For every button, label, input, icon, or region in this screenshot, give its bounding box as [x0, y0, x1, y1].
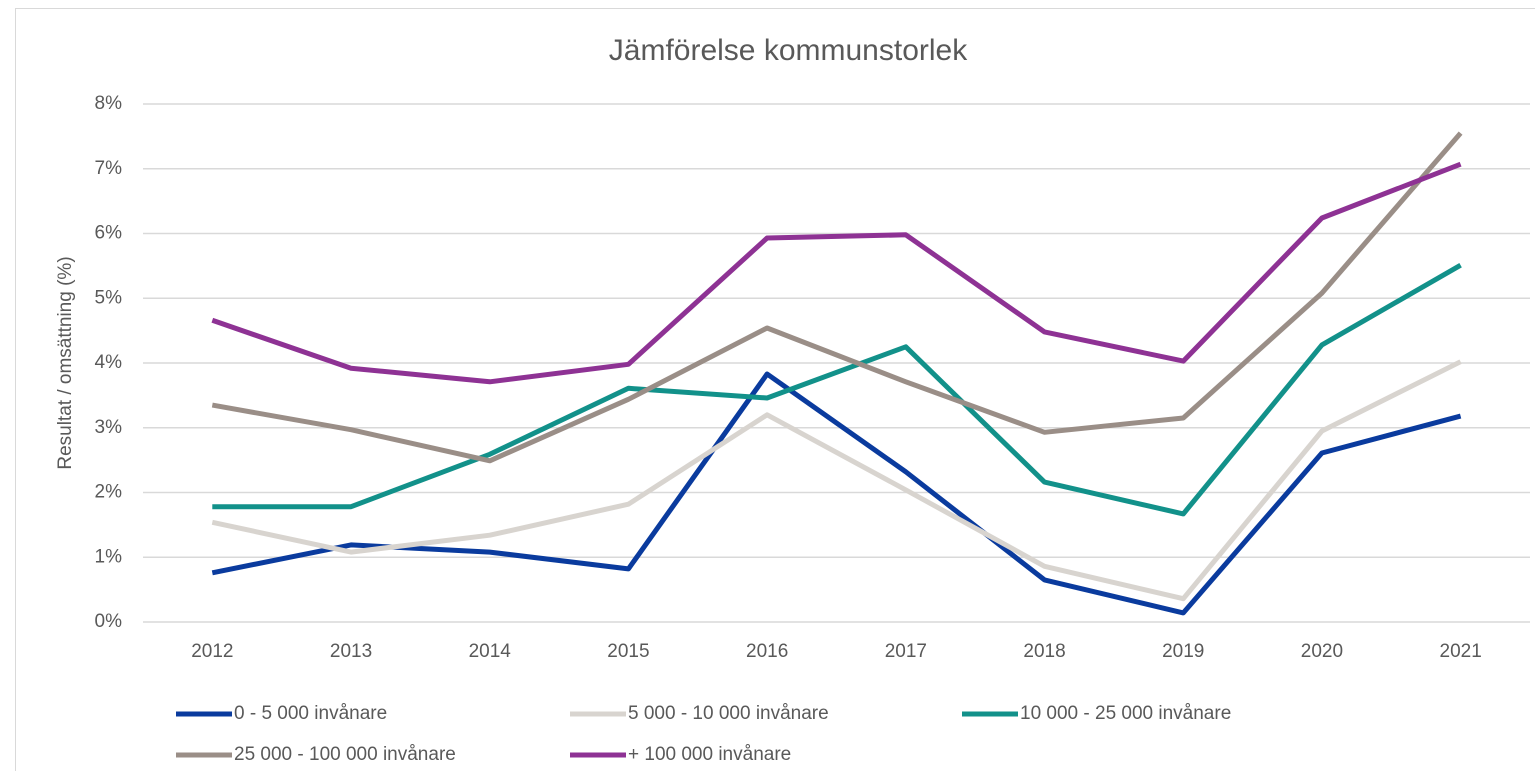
- y-tick-label: 5%: [95, 287, 123, 308]
- x-tick-label: 2015: [607, 641, 649, 662]
- legend-label: 25 000 - 100 000 invånare: [234, 744, 456, 765]
- series-line: [211, 359, 1462, 602]
- y-axis-title: Resultat / omsättning (%): [55, 256, 76, 469]
- y-tick-label: 1%: [95, 546, 123, 567]
- y-tick-label: 0%: [95, 611, 123, 632]
- legend-label: 10 000 - 25 000 invånare: [1020, 703, 1231, 724]
- legend-label: + 100 000 invånare: [628, 744, 791, 765]
- x-tick-label: 2019: [1162, 641, 1204, 662]
- chart-title: Jämförelse kommunstorlek: [609, 34, 968, 67]
- series-line: [212, 263, 1462, 517]
- y-tick-label: 6%: [95, 223, 123, 244]
- legend-label: 0 - 5 000 invånare: [234, 703, 387, 724]
- x-tick-label: 2012: [191, 641, 233, 662]
- series-line: [211, 371, 1462, 616]
- y-tick-label: 7%: [95, 158, 123, 179]
- x-tick-label: 2014: [469, 641, 512, 662]
- y-tick-label: 2%: [95, 482, 123, 503]
- x-tick-label: 2017: [885, 641, 927, 662]
- series-line: [211, 131, 1463, 464]
- x-tick-label: 2018: [1023, 641, 1065, 662]
- x-tick-label: 2020: [1301, 641, 1343, 662]
- x-tick-label: 2021: [1440, 641, 1482, 662]
- chart-frame: [15, 8, 1535, 771]
- legend-label: 5 000 - 10 000 invånare: [628, 703, 829, 724]
- y-tick-label: 3%: [95, 417, 123, 438]
- y-tick-label: 4%: [95, 352, 123, 373]
- y-tick-label: 8%: [95, 93, 123, 114]
- series-line: [211, 161, 1462, 385]
- x-tick-label: 2016: [746, 641, 788, 662]
- x-tick-label: 2013: [330, 641, 372, 662]
